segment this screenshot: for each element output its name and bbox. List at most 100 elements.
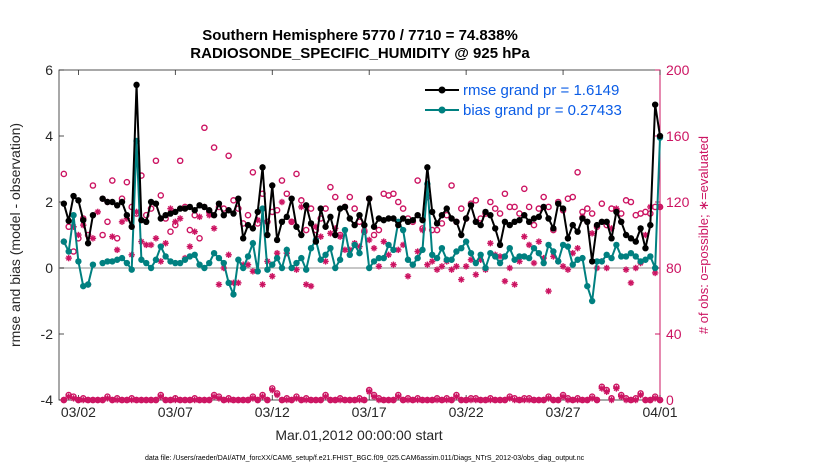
rmse-point xyxy=(99,195,106,202)
evaluated-obs-low-marker xyxy=(84,396,92,404)
rmse-point xyxy=(196,202,203,209)
evaluated-obs-marker xyxy=(109,233,116,240)
rmse-point xyxy=(254,208,261,216)
rmse-point xyxy=(419,216,426,224)
y-axis-label: rmse and bias (model - observation) xyxy=(7,123,23,347)
evaluated-obs-marker xyxy=(210,225,218,232)
evaluated-obs-marker xyxy=(453,263,460,270)
evaluated-obs-low-marker xyxy=(375,396,383,404)
rmse-point xyxy=(390,215,397,222)
evaluated-obs-low-marker xyxy=(94,396,101,404)
evaluated-obs-marker xyxy=(269,273,276,280)
rmse-point xyxy=(336,205,344,212)
bias-point xyxy=(322,251,329,258)
rmse-point xyxy=(118,198,126,206)
rmse-point xyxy=(613,208,620,216)
evaluated-obs-marker xyxy=(317,233,324,240)
bias-point xyxy=(220,259,227,267)
y2-tick-label: 0 xyxy=(666,392,674,408)
bias-point xyxy=(273,254,281,262)
bias-point xyxy=(327,245,334,252)
rmse-point xyxy=(482,208,489,216)
rmse-point xyxy=(516,216,523,224)
y-tick-label: -4 xyxy=(41,392,54,408)
evaluated-obs-marker xyxy=(186,243,194,250)
rmse-point xyxy=(302,202,310,209)
evaluated-obs-marker xyxy=(458,276,465,283)
possible-obs-marker xyxy=(569,193,577,201)
possible-obs-marker xyxy=(491,205,499,212)
rmse-point xyxy=(147,198,155,206)
evaluated-obs-marker xyxy=(424,261,431,268)
plot-area xyxy=(58,69,661,401)
rmse-point xyxy=(152,200,160,207)
bias-point xyxy=(201,264,208,272)
evaluated-obs-marker xyxy=(448,266,455,273)
evaluated-obs-low-marker xyxy=(147,396,155,404)
rmse-point xyxy=(618,218,625,225)
bias-point xyxy=(317,256,324,263)
bias-point xyxy=(84,281,92,288)
possible-obs-marker xyxy=(530,221,538,229)
bias-point xyxy=(613,241,620,249)
possible-obs-marker xyxy=(307,205,315,212)
bias-point xyxy=(341,226,349,234)
rmse-point xyxy=(167,210,174,217)
rmse-point xyxy=(109,198,116,206)
rmse-point xyxy=(89,212,97,219)
bias-point xyxy=(540,259,547,267)
rmse-point xyxy=(399,215,407,222)
bias-point xyxy=(390,246,397,254)
rmse-point xyxy=(453,218,460,225)
possible-obs-marker xyxy=(414,177,421,184)
bias-point xyxy=(351,241,358,249)
possible-obs-marker xyxy=(201,124,208,132)
y-tick-label: 0 xyxy=(45,260,53,276)
rmse-point xyxy=(462,215,470,222)
evaluated-obs-low-marker xyxy=(540,396,547,404)
evaluated-obs-low-marker xyxy=(70,395,77,402)
possible-obs-marker xyxy=(327,183,334,191)
possible-obs-marker xyxy=(104,218,111,226)
bias-point xyxy=(399,226,407,234)
possible-obs-marker xyxy=(501,190,509,198)
rmse-point xyxy=(579,215,586,222)
possible-obs-marker xyxy=(298,197,305,204)
bias-point xyxy=(167,258,174,265)
possible-obs-marker xyxy=(448,182,455,189)
legend-bias-marker xyxy=(438,106,446,114)
rmse-point xyxy=(269,182,276,189)
bias-point xyxy=(467,249,475,257)
rmse-point xyxy=(60,200,68,207)
possible-obs-marker xyxy=(152,157,160,165)
evaluated-obs-low-marker xyxy=(453,393,460,400)
rmse-point xyxy=(545,215,552,222)
possible-obs-marker xyxy=(487,198,494,206)
bias-point xyxy=(569,261,576,268)
rmse-point xyxy=(647,221,654,229)
evaluated-obs-low-marker xyxy=(458,396,465,404)
rmse-point xyxy=(259,164,266,171)
legend-rmse-label: rmse grand pr = 1.6149 xyxy=(463,82,619,99)
bias-point xyxy=(429,251,436,258)
bias-point xyxy=(550,248,557,255)
rmse-point xyxy=(375,215,383,222)
rmse-point xyxy=(370,223,378,230)
evaluated-obs-marker xyxy=(395,246,402,254)
evaluated-obs-marker xyxy=(627,279,635,287)
rmse-point xyxy=(298,231,305,239)
possible-obs-marker xyxy=(302,226,310,234)
evaluated-obs-low-marker xyxy=(637,391,644,399)
evaluated-obs-marker xyxy=(487,240,494,247)
rmse-point xyxy=(181,205,189,212)
y2-tick-label: 160 xyxy=(666,128,690,144)
bias-point xyxy=(438,245,446,252)
rmse-point xyxy=(206,207,213,214)
chart-title-line2: RADIOSONDE_SPECIFIC_HUMIDITY @ 925 hPa xyxy=(190,45,530,62)
evaluated-obs-low-marker xyxy=(75,396,82,404)
evaluated-obs-low-marker xyxy=(608,396,615,404)
evaluated-obs-low-marker xyxy=(293,395,300,402)
evaluated-obs-low-marker xyxy=(235,396,242,404)
bias-point xyxy=(453,248,460,255)
evaluated-obs-low-marker xyxy=(157,393,164,400)
